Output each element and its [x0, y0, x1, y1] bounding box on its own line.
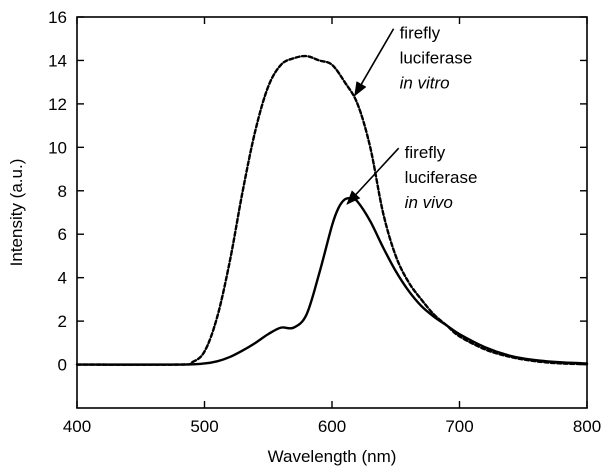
annotation-in-vitro: firefly luciferase in vitro [354, 24, 473, 97]
annotation-line: firefly [400, 24, 441, 43]
annotation-arrow [354, 28, 395, 97]
y-axis-title: Intensity (a.u.) [7, 159, 26, 267]
y-tick-label: 10 [48, 138, 67, 157]
x-axis-ticks: 400 500 600 700 800 [63, 17, 601, 436]
plot-frame [76, 16, 588, 409]
series-layer [75, 54, 589, 366]
x-tick-label: 600 [318, 417, 346, 436]
y-tick-label: 14 [48, 51, 67, 70]
x-tick-label: 700 [445, 417, 473, 436]
x-tick-label: 500 [190, 417, 218, 436]
y-tick-label: 4 [58, 269, 67, 288]
plot-area [76, 16, 588, 409]
annotation-italic: in vitro [400, 74, 450, 93]
x-tick-label: 800 [573, 417, 601, 436]
annotation-arrow [346, 147, 400, 205]
y-axis-ticks: 0 2 4 6 8 10 12 14 16 [48, 8, 587, 375]
y-tick-label: 12 [48, 95, 67, 114]
annotation-italic: in vivo [405, 193, 453, 212]
annotation-line: luciferase [400, 49, 473, 68]
series-line-solid [75, 196, 589, 366]
annotation-line: luciferase [405, 168, 478, 187]
y-tick-label: 2 [58, 312, 67, 331]
y-tick-label: 8 [58, 182, 67, 201]
y-tick-label: 6 [58, 225, 67, 244]
series-line-dashed [75, 54, 589, 366]
y-tick-label: 0 [58, 356, 67, 375]
y-tick-label: 16 [48, 8, 67, 27]
x-axis-title: Wavelength (nm) [268, 447, 397, 466]
x-tick-label: 400 [63, 417, 91, 436]
annotations: firefly luciferase in vitro firefly lucifera… [346, 24, 478, 212]
annotation-line: firefly [405, 143, 446, 162]
annotation-in-vivo: firefly luciferase in vivo [346, 143, 478, 212]
